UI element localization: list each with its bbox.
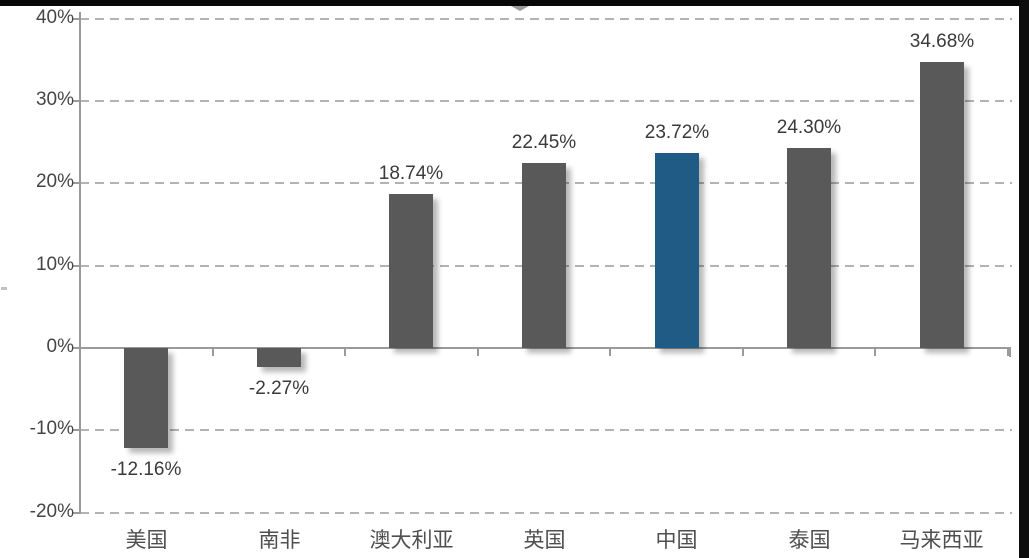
y-axis-line	[79, 12, 81, 513]
x-axis-tick	[742, 349, 744, 356]
category-label: 中国	[655, 529, 698, 552]
category-label: 澳大利亚	[369, 529, 454, 552]
x-axis-tick	[1007, 349, 1009, 356]
y-axis-label: 0%	[46, 336, 74, 357]
bar	[389, 194, 433, 348]
bar-value-label: 24.30%	[776, 117, 842, 138]
category-label: 泰国	[788, 529, 831, 552]
bar	[257, 348, 301, 367]
bar	[522, 163, 566, 348]
x-axis-tick	[79, 349, 81, 356]
y-axis-tick	[72, 429, 81, 431]
bar-value-label: 23.72%	[644, 122, 710, 143]
y-axis-label: -20%	[29, 501, 74, 522]
y-axis-label: 20%	[35, 171, 74, 192]
gridline	[80, 18, 1012, 20]
bar-value-label: -12.16%	[110, 459, 182, 480]
category-label: 马来西亚	[899, 529, 984, 552]
y-axis-tick	[72, 100, 81, 102]
x-axis-end-tick	[1009, 347, 1011, 357]
x-axis-tick	[609, 349, 611, 356]
y-axis-tick	[72, 512, 81, 514]
top-center-marker-icon	[511, 6, 529, 11]
top-border-strip	[0, 0, 1029, 6]
gridline	[80, 512, 1012, 514]
category-label: 南非	[258, 529, 301, 552]
x-axis-tick	[874, 349, 876, 356]
bar	[124, 348, 168, 448]
y-axis-tick	[72, 18, 81, 20]
y-axis-tick	[72, 182, 81, 184]
y-axis-tick	[72, 265, 81, 267]
bar	[787, 148, 831, 348]
x-axis-tick	[477, 349, 479, 356]
bar-highlighted	[655, 153, 699, 348]
y-axis-label: 30%	[35, 89, 74, 110]
gridline	[80, 100, 1012, 102]
gridline	[80, 429, 1012, 431]
right-border-strip	[1019, 0, 1029, 558]
y-axis-label: 40%	[35, 7, 74, 28]
y-axis-tick	[72, 347, 81, 349]
bar-value-label: 18.74%	[378, 163, 444, 184]
left-edge-artifact	[1, 287, 7, 290]
y-axis-label: 10%	[35, 254, 74, 275]
category-label: 英国	[523, 529, 566, 552]
bar	[920, 62, 964, 348]
bar-value-label: 22.45%	[511, 132, 577, 153]
bar-value-label: -2.27%	[248, 378, 310, 399]
y-axis-label: -10%	[29, 418, 74, 439]
x-axis-tick	[344, 349, 346, 356]
x-axis-line	[80, 347, 1010, 349]
category-label: 美国	[125, 529, 168, 552]
x-axis-tick	[212, 349, 214, 356]
bar-value-label: 34.68%	[909, 31, 975, 52]
